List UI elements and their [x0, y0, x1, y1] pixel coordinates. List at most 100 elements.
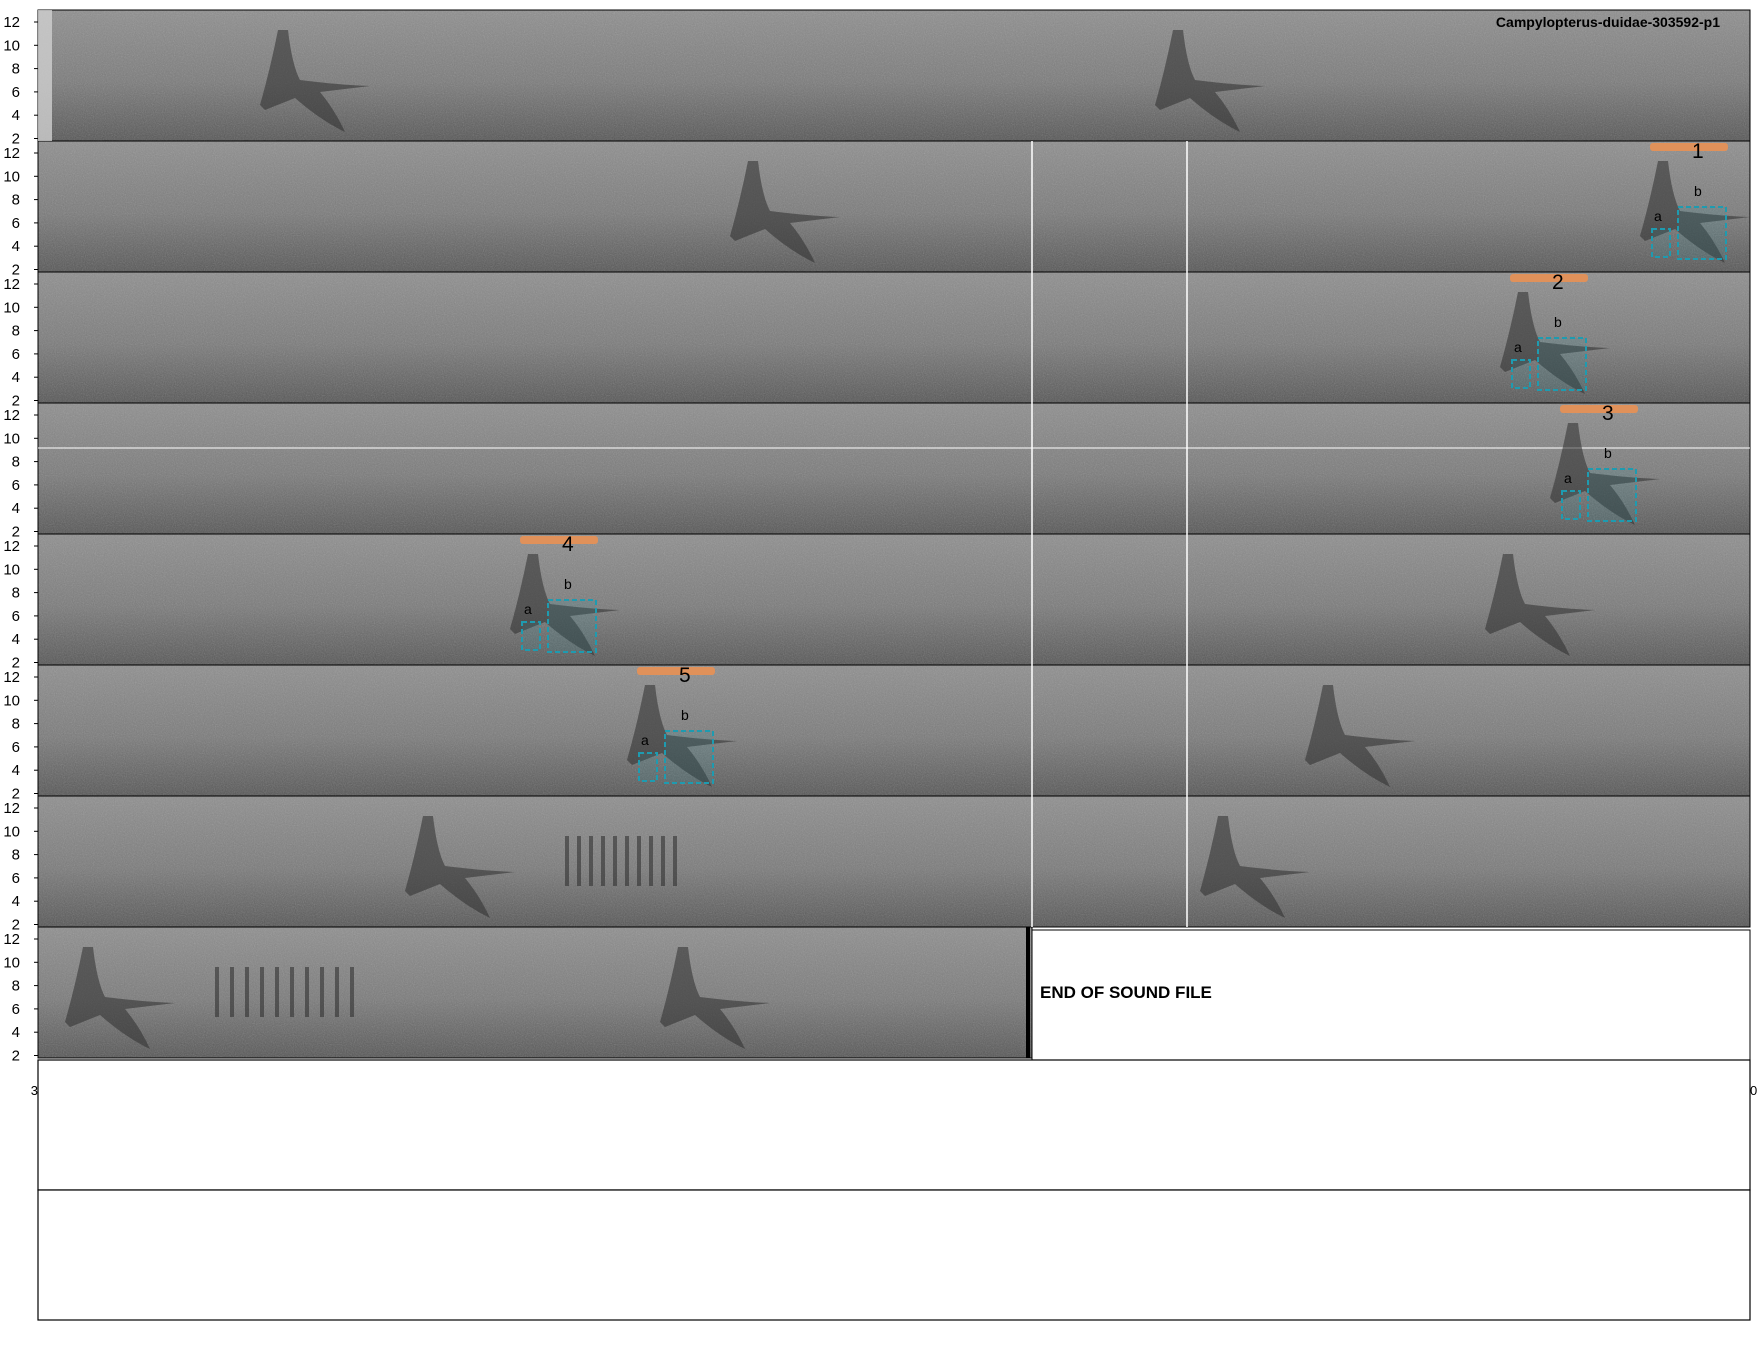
spectrogram-row-noise — [38, 534, 1750, 665]
call-bar — [1510, 274, 1588, 282]
y-tick-label: 8 — [12, 61, 20, 78]
syllable-box-b — [664, 730, 714, 784]
y-tick-label: 2 — [12, 1048, 20, 1065]
y-tick-label: 8 — [12, 585, 20, 602]
y-tick-label: 4 — [12, 369, 20, 386]
unannotated-call — [1200, 816, 1310, 918]
y-tick-label: 12 — [3, 145, 20, 162]
trill-element — [637, 836, 641, 886]
syllable-box-b — [1677, 206, 1727, 260]
y-tick-label: 6 — [12, 477, 20, 494]
y-tick-label: 4 — [12, 107, 20, 124]
y-tick-label: 8 — [12, 454, 20, 471]
row-edge-highlight — [38, 10, 52, 141]
syllable-label-a: a — [641, 732, 649, 748]
y-tick-label: 6 — [12, 739, 20, 756]
y-tick-label: 10 — [3, 37, 20, 54]
call-annotations: 1 a b 2 a b 3 a b 4 a b 5 a b — [65, 30, 1750, 1049]
annotated-call-shape — [510, 554, 620, 656]
spectrogram-row-noise — [38, 796, 1750, 927]
annotated-call-shape — [1550, 423, 1660, 525]
trill-element — [577, 836, 581, 886]
y-tick-label: 8 — [12, 978, 20, 995]
unannotated-call — [660, 947, 770, 1049]
annotated-call-shape — [1500, 292, 1610, 394]
y-tick-label: 12 — [3, 407, 20, 424]
trill-element — [260, 967, 264, 1017]
spectrogram-row-noise — [38, 141, 1750, 272]
y-tick-label: 12 — [3, 669, 20, 686]
y-tick-label: 6 — [12, 870, 20, 887]
syllable-label-a: a — [524, 601, 532, 617]
syllable-label-b: b — [1604, 445, 1612, 461]
y-tick-label: 2 — [12, 917, 20, 934]
syllable-label-a: a — [1654, 208, 1662, 224]
syllable-box-a — [1651, 228, 1671, 258]
y-tick-label: 2 — [12, 786, 20, 803]
y-tick-label: 2 — [12, 262, 20, 279]
trill-element — [661, 836, 665, 886]
unannotated-call — [405, 816, 515, 918]
y-tick-label: 2 — [12, 393, 20, 410]
y-tick-label: 4 — [12, 500, 20, 517]
axes: 1210864212108642121086421210864212108642… — [3, 14, 1757, 1098]
syllable-box-a — [638, 752, 658, 782]
spectrogram-row-noise — [38, 927, 1032, 1058]
call-bar — [1650, 143, 1728, 151]
trill-element — [625, 836, 629, 886]
trill-element — [350, 967, 354, 1017]
call-number-label: 5 — [679, 664, 691, 687]
syllable-box-a — [1561, 490, 1581, 520]
y-tick-label: 4 — [12, 762, 20, 779]
spectrogram-row-noise — [38, 403, 1750, 534]
trill-element — [613, 836, 617, 886]
annotated-call-shape — [627, 685, 737, 787]
trill-element — [245, 967, 249, 1017]
y-tick-label: 8 — [12, 716, 20, 733]
syllable-box-b — [1537, 337, 1587, 391]
unannotated-call — [1485, 554, 1595, 656]
y-tick-label: 8 — [12, 847, 20, 864]
y-tick-label: 12 — [3, 800, 20, 817]
syllable-label-a: a — [1514, 339, 1522, 355]
y-tick-label: 12 — [3, 931, 20, 948]
trill-element — [305, 967, 309, 1017]
trill-element — [215, 967, 219, 1017]
file-title: Campylopterus-duidae-303592-p1 — [1496, 14, 1720, 30]
trill-element — [673, 836, 677, 886]
trill-element — [275, 967, 279, 1017]
y-tick-label: 6 — [12, 1001, 20, 1018]
y-tick-label: 2 — [12, 655, 20, 672]
call-number-label: 2 — [1552, 271, 1564, 294]
syllable-label-b: b — [681, 707, 689, 723]
syllable-label-b: b — [564, 576, 572, 592]
syllable-box-a — [521, 621, 541, 651]
call-number-label: 3 — [1602, 402, 1614, 425]
end-panel — [1031, 929, 1751, 1061]
trill-element — [601, 836, 605, 886]
y-tick-label: 2 — [12, 524, 20, 541]
spectrogram-rows — [37, 9, 1751, 1059]
y-tick-label: 6 — [12, 346, 20, 363]
call-bar — [637, 667, 715, 675]
spectrogram-row-noise — [38, 665, 1750, 796]
y-tick-label: 10 — [3, 430, 20, 447]
y-tick-label: 10 — [3, 823, 20, 840]
syllable-box-a — [1511, 359, 1531, 389]
empty-panel-2 — [37, 1189, 1751, 1321]
trill-element — [565, 836, 569, 886]
trill-element — [589, 836, 593, 886]
empty-panel-1 — [37, 1059, 1751, 1191]
y-tick-label: 4 — [12, 893, 20, 910]
syllable-label-a: a — [1564, 470, 1572, 486]
spectrogram-row-noise — [38, 272, 1750, 403]
y-tick-label: 4 — [12, 631, 20, 648]
call-bar — [1560, 405, 1638, 413]
y-tick-label: 10 — [3, 692, 20, 709]
unannotated-call — [1305, 685, 1415, 787]
trill-element — [335, 967, 339, 1017]
y-tick-label: 8 — [12, 323, 20, 340]
trill-element — [290, 967, 294, 1017]
annotated-call-shape — [1640, 161, 1750, 263]
